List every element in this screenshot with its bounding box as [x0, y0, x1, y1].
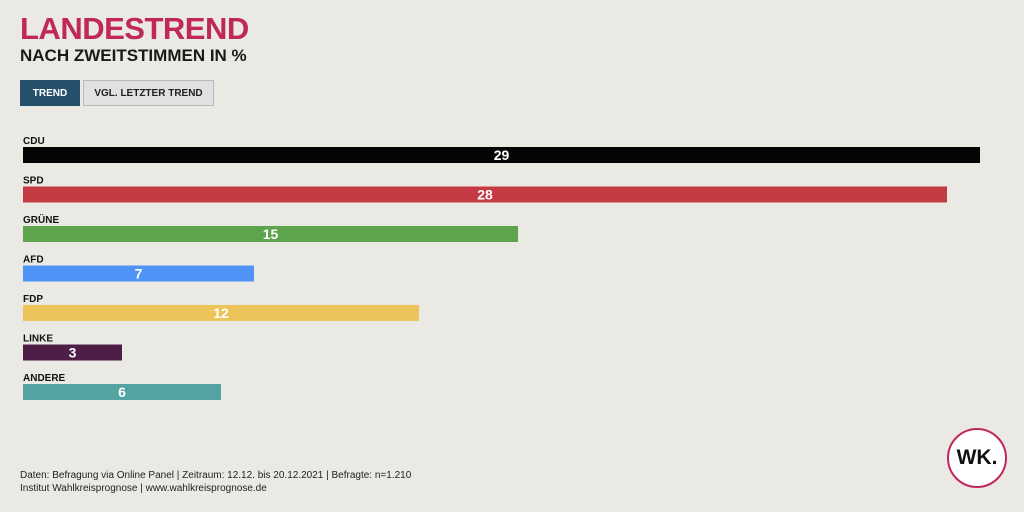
- page-subtitle: NACH ZWEITSTIMMEN IN %: [20, 46, 247, 65]
- bar-label-afd: AFD: [23, 255, 44, 266]
- tab-trend[interactable]: TREND: [20, 80, 80, 106]
- bar-label-linke: LINKE: [23, 334, 53, 345]
- bar-value-afd: 7: [135, 266, 143, 282]
- wk-logo: WK.: [947, 428, 1007, 488]
- bar-label-fdp: FDP: [23, 294, 43, 305]
- bar-value-fdp: 12: [213, 305, 229, 321]
- bar-value-grüne: 15: [263, 226, 279, 242]
- page-title: LANDESTREND: [20, 11, 249, 46]
- tab-bar: TREND VGL. LETZTER TREND: [20, 80, 214, 106]
- source-footer: Daten: Befragung via Online Panel | Zeit…: [20, 469, 411, 495]
- bar-linke: [23, 344, 122, 361]
- bar-label-grüne: GRÜNE: [23, 213, 59, 226]
- bar-label-spd: SPD: [23, 176, 44, 187]
- bar-fdp: [23, 305, 419, 321]
- bar-spd: [23, 186, 947, 203]
- bar-value-cdu: 29: [494, 147, 510, 163]
- bar-chart: CDU 29 SPD 28 GRÜNE 15 AFD 7 FDP 12 LINKE 3 ANDERE 6: [23, 136, 980, 400]
- bar-andere: [23, 384, 221, 400]
- bar-cdu: [23, 147, 980, 163]
- bar-label-cdu: CDU: [23, 136, 45, 147]
- footer-source-line: Daten: Befragung via Online Panel | Zeit…: [20, 470, 412, 481]
- bar-afd: [23, 265, 254, 282]
- bar-grüne: [23, 226, 518, 242]
- tab-compare-last-trend[interactable]: VGL. LETZTER TREND: [83, 80, 214, 106]
- bar-label-andere: ANDERE: [23, 373, 66, 384]
- bar-value-linke: 3: [69, 345, 77, 361]
- bar-value-spd: 28: [477, 187, 493, 203]
- bar-value-andere: 6: [118, 384, 126, 400]
- footer-institute-line: Institut Wahlkreisprognose | www.wahlkre…: [20, 483, 267, 494]
